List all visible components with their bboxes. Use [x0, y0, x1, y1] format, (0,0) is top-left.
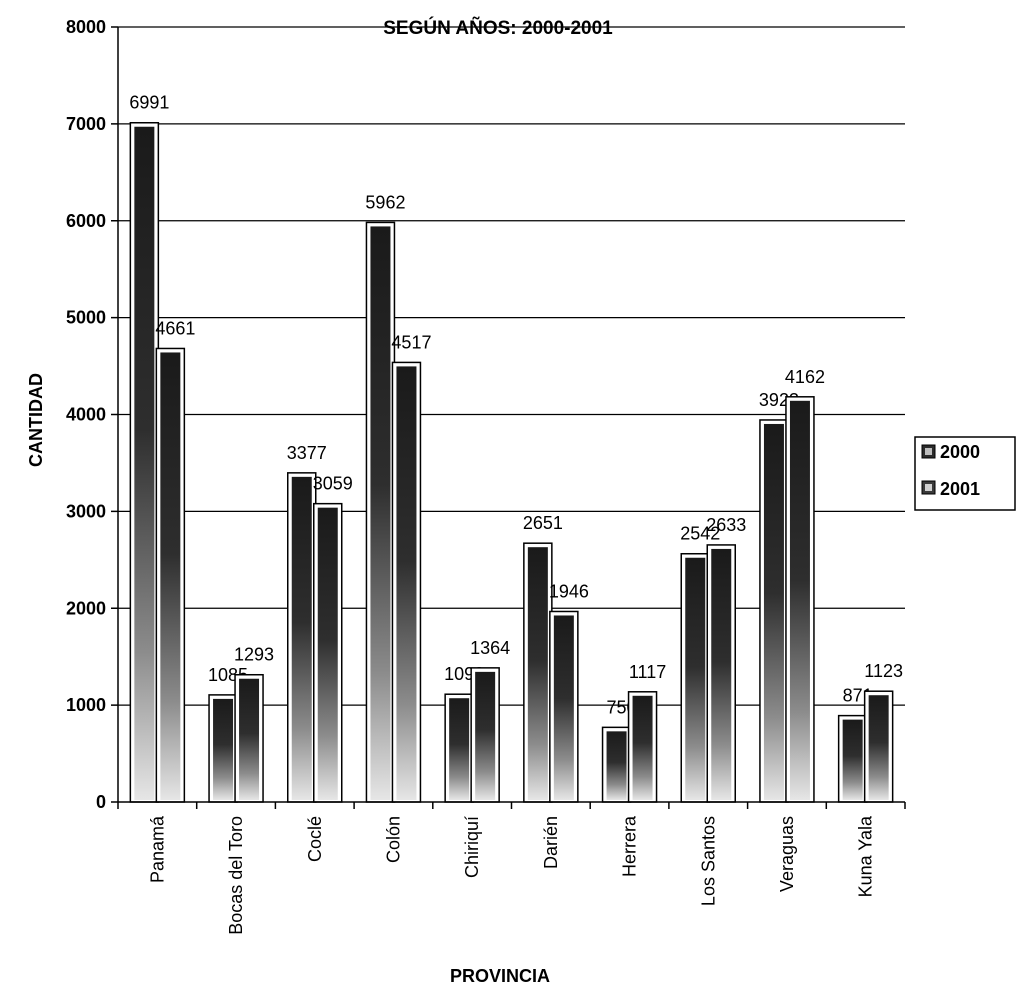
y-tick-label: 5000	[66, 308, 106, 328]
bars: 6991466110851293337730595962451710921364…	[129, 93, 903, 803]
data-label: 2542	[680, 524, 720, 544]
y-tick-label: 6000	[66, 211, 106, 231]
legend-label-2000: 2000	[940, 442, 980, 462]
data-label: 1117	[629, 662, 666, 682]
chart-title: SEGÚN AÑOS: 2000-2001	[383, 17, 613, 39]
bar-2000-3	[370, 226, 391, 800]
data-label: 3377	[287, 443, 327, 463]
y-tick-label: 0	[96, 792, 106, 812]
data-label: 3059	[313, 474, 353, 494]
x-tick-label: Colón	[383, 816, 403, 863]
x-tick-label: Darién	[541, 816, 561, 869]
x-axis: Panamá Bocas del Toro Coclé Colón Chiriquí Da…	[117, 801, 906, 935]
y-tick-label: 1000	[66, 695, 106, 715]
y-tick-label: 7000	[66, 114, 106, 134]
y-tick-label: 8000	[66, 17, 106, 37]
bar-2000-5	[527, 547, 548, 800]
y-axis-label: CANTIDAD	[26, 373, 46, 467]
data-label: 2651	[523, 513, 563, 533]
data-label: 4162	[785, 367, 825, 387]
data-label: 4661	[155, 318, 195, 338]
y-axis: 0 1000 2000 3000 4000 5000 6000 7000 8000	[66, 17, 119, 812]
bar-2001-9	[868, 695, 889, 800]
legend: 2000 2001	[914, 436, 1016, 511]
data-label: 4517	[391, 332, 431, 352]
x-tick-label: Kuna Yala	[856, 815, 876, 897]
y-tick-label: 4000	[66, 405, 106, 425]
bar-2000-2	[291, 476, 312, 800]
legend-label-2001: 2001	[940, 479, 980, 499]
bar-2000-7	[685, 557, 706, 800]
x-tick-label: Herrera	[620, 815, 640, 877]
bar-2000-1	[213, 698, 234, 800]
bar-2001-1	[239, 678, 260, 800]
data-label: 1364	[470, 638, 510, 658]
bar-2001-3	[396, 366, 417, 800]
x-tick-label: Los Santos	[698, 816, 718, 906]
bar-2000-6	[606, 731, 627, 800]
data-label: 1293	[234, 645, 274, 665]
bar-2001-8	[789, 400, 810, 800]
x-tick-label: Coclé	[305, 816, 325, 862]
data-label: 5962	[365, 192, 405, 212]
data-label: 1123	[864, 661, 903, 681]
bar-2001-2	[317, 507, 338, 800]
x-tick-label: Bocas del Toro	[226, 816, 246, 935]
bar-2001-6	[632, 695, 653, 800]
gridlines	[118, 26, 905, 706]
bar-2000-4	[449, 698, 470, 800]
data-label: 6991	[129, 93, 169, 113]
y-tick-label: 2000	[66, 598, 106, 618]
x-tick-label: Chiriquí	[462, 816, 482, 878]
bar-2000-9	[842, 719, 863, 800]
bar-2000-8	[763, 423, 784, 800]
y-tick-label: 3000	[66, 501, 106, 521]
x-tick-label: Panamá	[147, 815, 167, 883]
data-label: 1946	[549, 581, 589, 601]
bar-2001-0	[160, 352, 181, 800]
x-tick-label: Veraguas	[777, 816, 797, 892]
bar-2001-4	[475, 671, 496, 800]
x-axis-label: PROVINCIA	[450, 966, 550, 986]
data-label: 2633	[706, 515, 746, 535]
bar-2000-0	[134, 126, 155, 800]
bar-2001-7	[711, 548, 732, 800]
bar-2001-5	[553, 615, 574, 800]
